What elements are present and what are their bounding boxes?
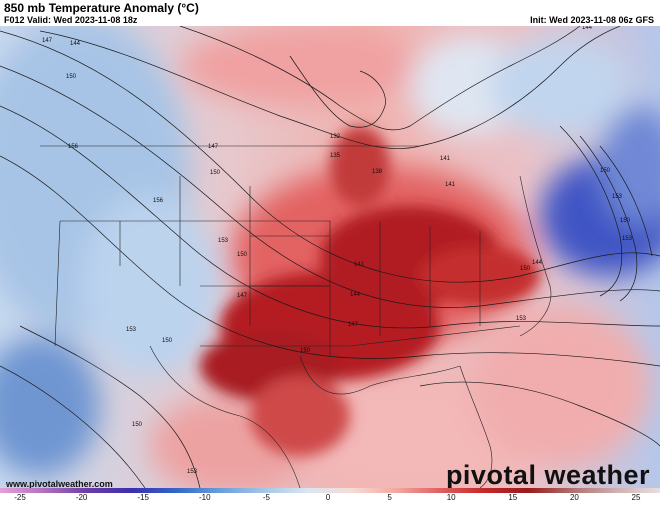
colorbar-tick: -5 bbox=[262, 493, 270, 502]
contour-label: 150 bbox=[132, 422, 143, 428]
colorbar-tick: -25 bbox=[14, 493, 26, 502]
site-url: www.pivotalweather.com bbox=[6, 479, 113, 489]
contour-label: 138 bbox=[372, 169, 383, 175]
contour-label: 153 bbox=[622, 236, 633, 242]
colorbar-tick: 10 bbox=[446, 493, 456, 502]
contour-label: 141 bbox=[354, 262, 365, 268]
contour-label: 150 bbox=[620, 218, 631, 224]
colorbar-tick: -15 bbox=[137, 493, 149, 502]
political-borders bbox=[40, 145, 552, 488]
contour-label: 144 bbox=[350, 292, 361, 298]
contour-label: 147 bbox=[348, 322, 359, 328]
contour-label: 150 bbox=[520, 266, 531, 272]
colorbar-tick: 5 bbox=[387, 493, 392, 502]
colorbar-tick: 15 bbox=[508, 493, 518, 502]
colorbar-tick: 0 bbox=[325, 493, 331, 502]
height-contours bbox=[0, 26, 660, 488]
colorbar-tick: -10 bbox=[199, 493, 211, 502]
contour-label: 153 bbox=[218, 238, 229, 244]
contour-label: 153 bbox=[126, 327, 137, 333]
contour-label: 153 bbox=[612, 194, 623, 200]
contour-label: 150 bbox=[237, 252, 248, 258]
valid-time: F012 Valid: Wed 2023-11-08 18z bbox=[4, 15, 138, 25]
contour-label: 141 bbox=[445, 182, 456, 188]
contour-label: 150 bbox=[162, 338, 173, 344]
brand-logo-text: pivotal weather bbox=[445, 460, 650, 490]
contour-label: 144 bbox=[582, 26, 593, 31]
colorbar-tick: 20 bbox=[569, 493, 579, 502]
contour-label: 156 bbox=[68, 144, 79, 150]
contour-label: 132 bbox=[330, 134, 341, 140]
contour-label: 147 bbox=[237, 293, 248, 299]
contour-label: 150 bbox=[210, 170, 221, 176]
contour-label: 147 bbox=[42, 38, 53, 44]
colorbar: -25 -20 -15 -10 -5 0 5 10 15 20 25 bbox=[0, 488, 660, 510]
contour-label: 153 bbox=[187, 469, 198, 475]
contour-label: 147 bbox=[208, 144, 219, 150]
contour-label: 156 bbox=[153, 198, 164, 204]
contour-label: 144 bbox=[532, 260, 543, 266]
contour-label: 150 bbox=[600, 168, 611, 174]
contour-label: 153 bbox=[516, 316, 527, 322]
colorbar-tick: 25 bbox=[631, 493, 641, 502]
map-title: 850 mb Temperature Anomaly (°C) bbox=[4, 1, 199, 15]
contour-label: 150 bbox=[66, 74, 77, 80]
contour-label: 141 bbox=[440, 156, 451, 162]
colorbar-strip bbox=[0, 488, 660, 493]
colorbar-tick: -20 bbox=[75, 493, 88, 502]
header: 850 mb Temperature Anomaly (°C) F012 Val… bbox=[0, 0, 660, 26]
contour-label: 150 bbox=[300, 348, 311, 354]
contour-label: 144 bbox=[70, 41, 81, 47]
contour-label: 135 bbox=[330, 153, 341, 159]
init-time: Init: Wed 2023-11-08 06z GFS bbox=[530, 15, 654, 25]
temperature-anomaly-map[interactable]: 147 144 150 156 147 150 156 153 150 147 150 153 150 1… bbox=[0, 26, 660, 488]
